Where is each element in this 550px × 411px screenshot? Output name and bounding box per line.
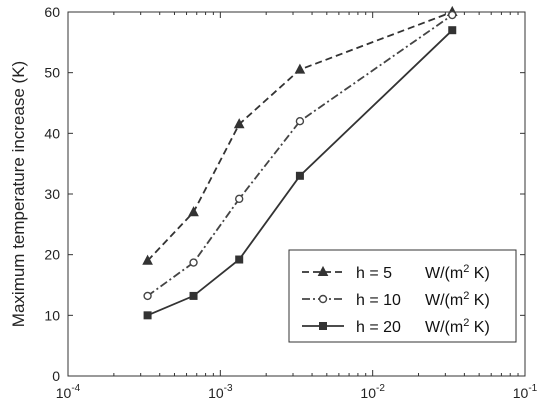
legend-marker	[318, 294, 328, 304]
legend-label: h = 10	[356, 292, 401, 309]
data-point	[189, 258, 198, 267]
x-tick-label: 10-3	[208, 383, 233, 401]
series-1	[142, 5, 458, 265]
legend-entry-2: h = 10 W/(m2 K)	[302, 290, 490, 309]
data-point	[448, 26, 457, 35]
legend-entry-1: h = 5 W/(m2 K)	[302, 263, 490, 282]
legend-marker	[317, 265, 329, 276]
x-tick-label: 10-1	[513, 383, 538, 401]
legend-unit: W/(m2 K)	[425, 263, 490, 282]
legend-unit: W/(m2 K)	[425, 317, 490, 336]
x-tick-label: 10-2	[360, 383, 385, 401]
y-tick-label: 40	[44, 125, 60, 141]
data-point	[188, 206, 199, 217]
data-point	[235, 255, 244, 264]
y-tick-label: 60	[44, 4, 60, 20]
series-3	[143, 26, 457, 320]
data-point	[294, 63, 306, 74]
data-point	[295, 116, 305, 126]
x-axis-ticks: 10-4 10-3 10-2 10-1	[56, 12, 538, 401]
data-point	[448, 10, 457, 20]
data-point	[295, 171, 304, 180]
data-point	[235, 194, 244, 204]
legend-unit: W/(m2 K)	[425, 290, 490, 309]
y-tick-label: 10	[44, 307, 60, 323]
x-tick-label: 10-4	[56, 383, 81, 401]
data-point	[233, 118, 245, 129]
data-point	[143, 291, 152, 301]
y-axis-ticks: 0 10 20 30 40 50 60	[44, 4, 525, 384]
legend: h = 5 W/(m2 K) h = 10 W/(m2 K) h = 20 W/(m2 K…	[288, 249, 517, 343]
legend-label: h = 5	[356, 265, 392, 282]
y-tick-label: 30	[44, 186, 60, 202]
legend-label: h = 20	[356, 319, 401, 336]
legend-entry-3: h = 20 W/(m2 K)	[302, 317, 490, 336]
y-tick-label: 50	[44, 65, 60, 81]
y-tick-label: 20	[44, 247, 60, 263]
series-line	[146, 11, 453, 262]
y-tick-label: 0	[52, 368, 60, 384]
y-axis-label: Maximum temperature increase (K)	[9, 61, 28, 327]
data-point	[143, 311, 152, 320]
series-layer	[142, 5, 458, 320]
data-point	[189, 291, 198, 300]
series-2	[143, 10, 457, 301]
legend-marker	[319, 322, 327, 330]
data-point	[142, 254, 153, 265]
